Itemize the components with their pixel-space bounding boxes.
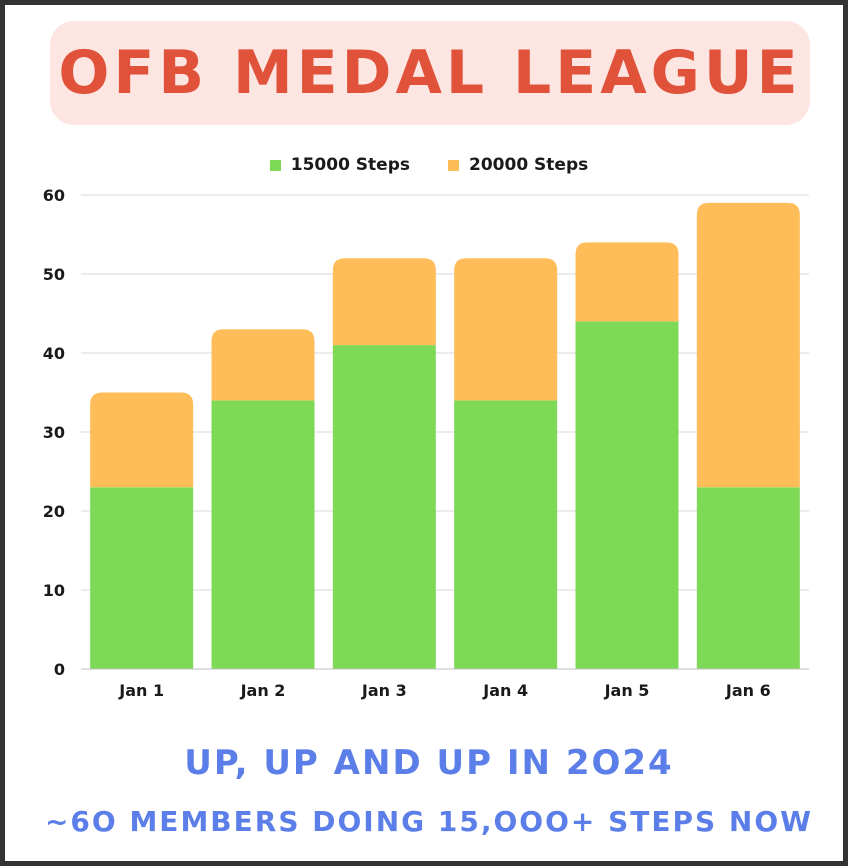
bar-20000-steps-jan-4: [454, 258, 558, 401]
bar-20000-steps-jan-3: [332, 258, 436, 346]
legend-swatch-15000-steps: [269, 159, 281, 171]
title-banner: OFB MEDAL LEAGUE: [50, 21, 810, 125]
bar-15000-steps-jan-3: [332, 345, 436, 669]
legend-item-15000-steps: 15000 Steps: [269, 155, 410, 175]
footer-headline: UP, UP AND UP IN 2O24: [184, 743, 674, 783]
stacked-bar-chart: 0 10 20 30 40 50 60 Jan 1 Jan 2 Jan 3 Jan 4 Jan 5 Ja…: [43, 186, 809, 700]
page-title: OFB MEDAL LEAGUE: [58, 38, 802, 108]
bar-15000-steps-jan-6: [696, 487, 800, 669]
x-tick-label-jan-6: Jan 6: [725, 681, 771, 700]
bar-20000-steps-jan-2: [211, 329, 315, 401]
chart-legend: 15000 Steps 20000 Steps: [5, 152, 848, 178]
x-tick-label-jan-2: Jan 2: [240, 681, 286, 700]
bar-20000-steps-jan-6: [696, 202, 800, 488]
bar-20000-steps-jan-5: [575, 242, 679, 322]
y-tick-label-50: 50: [43, 265, 65, 284]
legend-item-20000-steps: 20000 Steps: [448, 155, 588, 175]
bar-15000-steps-jan-2: [211, 400, 315, 669]
bar-15000-steps-jan-1: [90, 487, 194, 669]
legend-swatch-20000-steps: [448, 159, 459, 171]
footer-subline: ~6O MEMBERS DOING 15,OOO+ STEPS NOW: [44, 805, 814, 838]
x-tick-label-jan-1: Jan 1: [118, 681, 164, 700]
bar-15000-steps-jan-5: [575, 321, 679, 669]
bar-20000-steps-jan-1: [90, 392, 194, 488]
bar-15000-steps-jan-4: [454, 400, 558, 669]
legend-label-20000-steps: 20000 Steps: [469, 155, 589, 175]
y-tick-label-20: 20: [43, 502, 65, 521]
x-tick-label-jan-4: Jan 4: [482, 681, 528, 700]
y-tick-label-60: 60: [43, 186, 65, 205]
x-tick-label-jan-5: Jan 5: [604, 681, 650, 700]
legend-label-15000-steps: 15000 Steps: [290, 155, 410, 175]
y-tick-label-30: 30: [43, 423, 65, 442]
y-tick-label-10: 10: [43, 581, 65, 600]
y-tick-label-40: 40: [43, 344, 65, 363]
x-tick-label-jan-3: Jan 3: [361, 681, 407, 700]
y-tick-label-0: 0: [54, 660, 65, 679]
